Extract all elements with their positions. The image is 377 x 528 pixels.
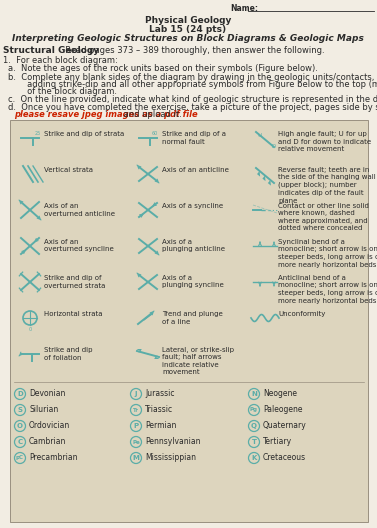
Text: P: P — [133, 423, 139, 429]
Text: U: U — [257, 133, 261, 138]
Text: Jurassic: Jurassic — [145, 390, 175, 399]
Text: 25: 25 — [35, 131, 41, 136]
Text: Strike and dip of strata: Strike and dip of strata — [44, 131, 124, 137]
Text: pC: pC — [16, 456, 24, 460]
Polygon shape — [257, 171, 260, 177]
Text: Pe: Pe — [132, 439, 140, 445]
Text: D: D — [17, 391, 23, 397]
Text: Structural Geology: Structural Geology — [3, 46, 99, 55]
Polygon shape — [262, 175, 265, 181]
Polygon shape — [268, 180, 271, 186]
Text: Name:: Name: — [230, 4, 258, 13]
Text: Triassic: Triassic — [145, 406, 173, 414]
Text: High angle fault; U for up
and D for down to indicate
relative movement: High angle fault; U for up and D for dow… — [278, 131, 371, 152]
Text: D: D — [271, 144, 275, 149]
Text: Pg: Pg — [250, 408, 258, 412]
Text: Horizontal strata: Horizontal strata — [44, 311, 103, 317]
Text: Axis of a
plunging anticline: Axis of a plunging anticline — [162, 239, 225, 252]
Text: Quaternary: Quaternary — [263, 421, 307, 430]
Text: Mississippian: Mississippian — [145, 454, 196, 463]
Text: Strike and dip of
overturned strata: Strike and dip of overturned strata — [44, 275, 106, 288]
Text: N: N — [251, 391, 257, 397]
Text: 1.  For each block diagram:: 1. For each block diagram: — [3, 56, 118, 65]
Text: Ordovician: Ordovician — [29, 421, 70, 430]
Text: Q: Q — [251, 423, 257, 429]
Text: of the block diagram.: of the block diagram. — [14, 87, 117, 96]
Text: adding strike-dip and all other appropriate symbols from Figure below to the top: adding strike-dip and all other appropri… — [14, 80, 377, 89]
Text: Tr: Tr — [133, 408, 139, 412]
Text: Anticlinal bend of a
monocline; short arrow is on
steeper beds, long arrow is on: Anticlinal bend of a monocline; short ar… — [278, 275, 377, 304]
Text: Tertiary: Tertiary — [263, 438, 292, 447]
Text: Axis of a
plunging syncline: Axis of a plunging syncline — [162, 275, 224, 288]
Text: J: J — [135, 391, 137, 397]
Text: Synclinal bend of a
monocline; short arrow is on
steeper beds, long arrow is on
: Synclinal bend of a monocline; short arr… — [278, 239, 377, 268]
Text: Cambrian: Cambrian — [29, 438, 66, 447]
Text: Strike and dip
of foliation: Strike and dip of foliation — [44, 347, 92, 361]
Text: Axis of an anticline: Axis of an anticline — [162, 167, 229, 173]
Text: Reverse fault; teeth are in
the side of the hanging wall
(upper block); number
i: Reverse fault; teeth are in the side of … — [278, 167, 376, 203]
Text: Precambrian: Precambrian — [29, 454, 78, 463]
Text: Interpreting Geologic Structures on Block Diagrams & Geologic Maps: Interpreting Geologic Structures on Bloc… — [12, 34, 364, 43]
Text: Pennsylvanian: Pennsylvanian — [145, 438, 201, 447]
Text: Permian: Permian — [145, 421, 176, 430]
Text: a.  Note the ages of the rock units based on their symbols (Figure below).: a. Note the ages of the rock units based… — [8, 64, 318, 73]
Text: 60: 60 — [152, 131, 158, 136]
Text: c.  On the line provided, indicate what kind of geologic structure is represente: c. On the line provided, indicate what k… — [8, 95, 377, 104]
Text: Unconformity: Unconformity — [278, 311, 325, 317]
Text: M: M — [133, 455, 139, 461]
Text: Physical Geology: Physical Geology — [145, 16, 231, 25]
Text: Strike and dip of a
normal fault: Strike and dip of a normal fault — [162, 131, 226, 145]
Text: 0: 0 — [28, 327, 32, 332]
Text: Silurian: Silurian — [29, 406, 58, 414]
Text: Trend and plunge
of a line: Trend and plunge of a line — [162, 311, 223, 325]
Text: Vertical strata: Vertical strata — [44, 167, 93, 173]
Text: Axis of an
overturned syncline: Axis of an overturned syncline — [44, 239, 114, 252]
Text: Paleogene: Paleogene — [263, 406, 302, 414]
Text: Lateral, or strike-slip
fault; half arrows
indicate relative
movement: Lateral, or strike-slip fault; half arro… — [162, 347, 234, 375]
Text: Devonian: Devonian — [29, 390, 65, 399]
Text: S: S — [17, 407, 23, 413]
Text: Axis of a syncline: Axis of a syncline — [162, 203, 223, 209]
FancyBboxPatch shape — [10, 120, 368, 522]
Text: d.  Once you have completed the exercise, take a picture of the project, pages s: d. Once you have completed the exercise,… — [8, 103, 377, 112]
Text: O: O — [17, 423, 23, 429]
Text: Cretaceous: Cretaceous — [263, 454, 306, 463]
Text: please resave jpeg images as a pdf file: please resave jpeg images as a pdf file — [14, 110, 198, 119]
Text: T: T — [251, 439, 256, 445]
Text: b.  Complete any blank sides of the diagram by drawing in the geologic units/con: b. Complete any blank sides of the diagr… — [8, 73, 377, 82]
Text: and upload it.: and upload it. — [121, 110, 182, 119]
Text: C: C — [17, 439, 23, 445]
Text: Contact or other line solid
where known, dashed
where approximated, and
dotted w: Contact or other line solid where known,… — [278, 203, 369, 231]
Text: Neogene: Neogene — [263, 390, 297, 399]
Text: Lab 15 (24 pts): Lab 15 (24 pts) — [149, 25, 227, 34]
Text: Read pages 373 – 389 thoroughly, then answer the following.: Read pages 373 – 389 thoroughly, then an… — [60, 46, 325, 55]
Text: Axis of an
overturned anticline: Axis of an overturned anticline — [44, 203, 115, 216]
Text: K: K — [251, 455, 257, 461]
